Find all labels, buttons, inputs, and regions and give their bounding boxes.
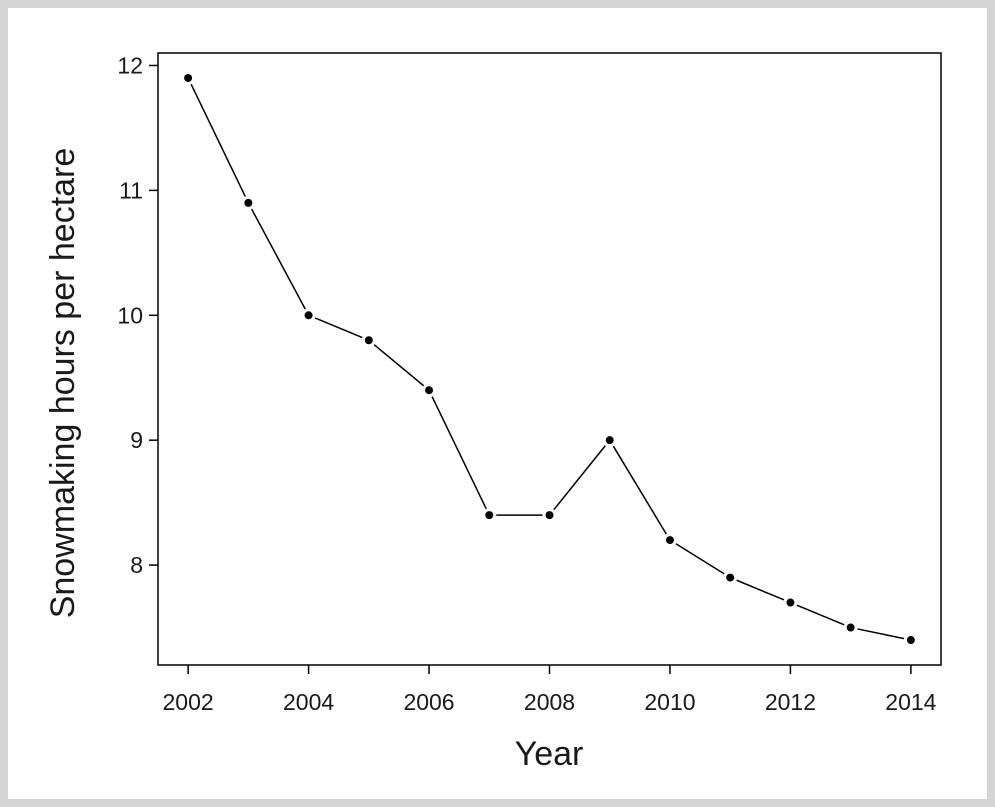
data-point xyxy=(786,598,795,607)
plot-area xyxy=(157,52,942,666)
data-point xyxy=(425,386,434,395)
series-line-segment xyxy=(675,543,725,575)
line-chart: 8 9 10 11 12 2002 2004 2006 2008 2010 2012 2014 Ye… xyxy=(44,52,942,773)
x-tick-label: 2014 xyxy=(885,689,936,715)
y-tick-label: 8 xyxy=(130,552,143,578)
y-tick-label: 10 xyxy=(117,302,143,328)
x-tick-label: 2006 xyxy=(403,689,454,715)
series-line-segment xyxy=(373,344,425,387)
y-tick-label: 12 xyxy=(117,52,143,78)
data-point xyxy=(605,436,614,445)
y-axis-label: Snowmaking hours per hectare xyxy=(44,148,82,619)
data-point xyxy=(846,623,855,632)
data-point xyxy=(665,536,674,545)
data-point xyxy=(726,573,735,582)
series-line-segment xyxy=(736,579,785,601)
x-axis-label: Year xyxy=(515,735,584,773)
data-point xyxy=(244,198,253,207)
series-line-segment xyxy=(314,317,363,339)
series-line-segment xyxy=(857,628,905,640)
series-line-segment xyxy=(796,604,845,626)
x-axis: 2002 2004 2006 2008 2010 2012 2014 xyxy=(163,665,937,715)
x-tick-label: 2008 xyxy=(524,689,575,715)
data-point xyxy=(485,511,494,520)
x-tick-label: 2002 xyxy=(163,689,214,715)
series-line-segment xyxy=(553,445,606,511)
x-tick-label: 2010 xyxy=(644,689,695,715)
chart-frame: 8 9 10 11 12 2002 2004 2006 2008 2010 2012 2014 Ye… xyxy=(8,8,987,799)
series-group xyxy=(184,73,915,645)
data-point xyxy=(364,336,373,345)
y-tick-label: 11 xyxy=(119,177,143,203)
series-line-segment xyxy=(612,445,667,535)
x-tick-label: 2012 xyxy=(765,689,816,715)
data-point xyxy=(906,636,915,645)
data-point xyxy=(304,311,313,320)
data-point xyxy=(184,73,193,82)
x-tick-label: 2004 xyxy=(283,689,334,715)
series-line-segment xyxy=(431,396,487,510)
series-line-segment xyxy=(250,208,306,310)
y-tick-label: 9 xyxy=(130,427,143,453)
series-line-segment xyxy=(190,83,246,197)
y-axis: 8 9 10 11 12 xyxy=(117,52,158,578)
data-point xyxy=(545,511,554,520)
